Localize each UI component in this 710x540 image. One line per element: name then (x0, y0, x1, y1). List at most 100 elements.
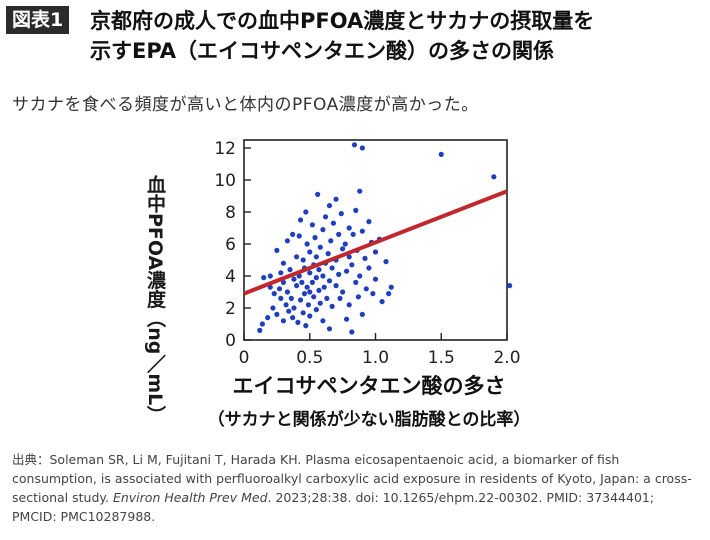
data-point (307, 289, 313, 295)
y-tick-label: 12 (214, 139, 236, 159)
data-point (349, 329, 355, 335)
data-point (351, 142, 358, 148)
data-point (291, 276, 297, 282)
x-axis-label: エイコサペンタエン酸の多さ (232, 374, 506, 398)
data-point (291, 305, 297, 311)
y-tick-label: 6 (225, 235, 236, 255)
data-point (284, 238, 290, 244)
data-point (349, 262, 355, 268)
data-point (311, 294, 317, 300)
data-point (280, 318, 287, 324)
data-point (340, 289, 346, 295)
data-point (326, 278, 333, 284)
chart-svg: 0 2 4 6 8 10 12 0 0.5 1.0 1.5 2.0 (214, 139, 520, 368)
data-point (271, 291, 277, 297)
data-point (388, 284, 394, 290)
data-point (313, 307, 319, 313)
data-point (372, 249, 379, 255)
data-point (276, 286, 283, 292)
data-point (305, 302, 312, 308)
data-point (307, 313, 313, 319)
data-point (296, 233, 302, 239)
data-point (257, 327, 263, 333)
source-journal: Environ Health Prev Med (112, 490, 268, 505)
data-point (300, 257, 306, 263)
data-point (295, 319, 301, 325)
data-point (359, 311, 365, 317)
data-point (283, 302, 289, 308)
data-point (303, 209, 309, 215)
data-point (320, 318, 326, 324)
data-point (353, 207, 359, 213)
data-point (329, 265, 335, 271)
data-point (359, 145, 365, 151)
y-tick-label: 10 (214, 171, 236, 191)
data-point (309, 279, 315, 285)
data-point (270, 305, 276, 311)
data-point (284, 289, 290, 295)
data-point (299, 279, 305, 285)
data-point (359, 228, 365, 234)
data-point (278, 270, 284, 276)
data-point (294, 283, 300, 289)
plot-frame (243, 139, 508, 341)
data-point (316, 287, 322, 293)
data-point (312, 235, 318, 241)
x-tick-label: 1.0 (362, 348, 389, 368)
data-point (288, 295, 294, 301)
figure-subtitle: サカナを食べる頻度が高いと体内のPFOA濃度が高かった。 (12, 95, 479, 115)
data-point (363, 286, 369, 292)
data-point (287, 267, 293, 273)
source-details: . 2023;28:38. doi: 10.1265/ehpm.22-00302… (12, 490, 655, 524)
data-point (346, 302, 352, 308)
data-point (320, 273, 326, 279)
data-point (357, 273, 363, 279)
data-point (320, 227, 326, 233)
data-point (337, 295, 343, 301)
data-point (491, 174, 497, 180)
data-point (353, 279, 359, 285)
x-tick-label: 2.0 (493, 348, 520, 368)
data-point (317, 244, 323, 250)
data-point (366, 219, 372, 225)
data-point (274, 247, 280, 253)
data-point (313, 275, 319, 281)
data-point (322, 214, 329, 220)
data-point (366, 265, 372, 271)
y-tick-label: 0 (225, 331, 236, 351)
data-point (290, 231, 296, 237)
figure-title: 京都府の成人での血中PFOA濃度とサカナの摂取量を 示すEPA（エイコサペンタエ… (90, 6, 700, 66)
data-point (333, 196, 339, 202)
data-point (261, 275, 267, 281)
data-point (280, 260, 287, 266)
data-point (297, 297, 304, 303)
data-point (386, 291, 392, 297)
data-point (350, 231, 356, 237)
data-point (326, 203, 333, 209)
data-point (336, 231, 342, 237)
data-point (379, 299, 385, 305)
data-point (342, 241, 348, 247)
data-point (333, 283, 339, 289)
data-point (507, 283, 513, 289)
data-point (321, 284, 327, 290)
data-point (372, 276, 379, 282)
y-axis-label: 血中PFOA濃度（ng／mL） (144, 175, 166, 425)
data-point (303, 323, 309, 329)
data-point (326, 326, 333, 332)
data-point (316, 267, 322, 273)
data-point (301, 291, 308, 297)
x-axis-sublabel: （サカナと関係が少ない脂肪酸との比率） (207, 410, 531, 430)
data-point (267, 273, 273, 279)
data-point (297, 217, 304, 223)
data-point (324, 295, 330, 301)
figure-badge: 図表1 (6, 6, 70, 34)
data-point (304, 284, 310, 290)
y-tick-label: 2 (225, 299, 236, 319)
data-point (265, 315, 271, 321)
data-point (330, 220, 337, 226)
data-point (317, 300, 323, 306)
data-point (383, 259, 389, 265)
title-line-1: 京都府の成人での血中PFOA濃度とサカナの摂取量を (90, 9, 595, 33)
data-point (325, 251, 331, 257)
